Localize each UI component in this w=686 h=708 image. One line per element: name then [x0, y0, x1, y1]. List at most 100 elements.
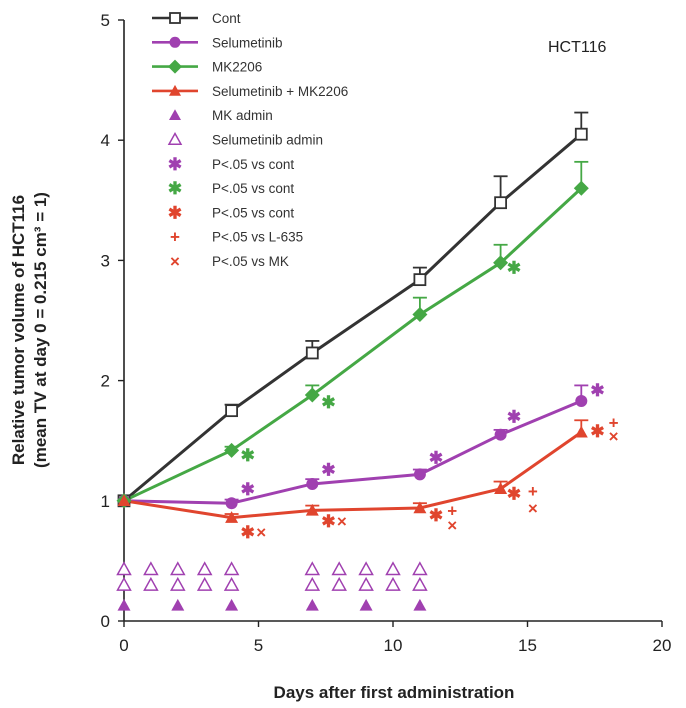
- significance-mark: ✱: [321, 393, 335, 412]
- data-point: [304, 387, 320, 403]
- data-point: [494, 428, 507, 441]
- significance-mark: ×: [256, 523, 266, 542]
- x-tick-label: 15: [518, 636, 537, 655]
- data-point: [224, 442, 240, 458]
- y-tick-label: 0: [101, 612, 110, 631]
- significance-marks: ✱✱✱✱✱✱✱✱✱✱ ✱✱✱+++×× ×××: [241, 259, 619, 542]
- data-point: [574, 425, 588, 438]
- selumetinib-admin-mark: [170, 561, 186, 576]
- y-axis-title-line1: Relative tumor volume of HCT116: [9, 195, 28, 465]
- legend-label: P<.05 vs cont: [212, 205, 294, 220]
- axes: [123, 20, 662, 622]
- selumetinib-admin-mark: [116, 576, 132, 591]
- series-line: [122, 399, 583, 505]
- y-tick-label: 1: [101, 492, 110, 511]
- selumetinib-admin-mark: [412, 576, 428, 591]
- legend-symbol: ✱: [168, 155, 182, 174]
- significance-mark: ✱: [507, 259, 521, 278]
- legend-label: Selumetinib + MK2206: [212, 84, 348, 99]
- legend-symbol: ×: [170, 252, 180, 271]
- legend-marker: [167, 131, 183, 146]
- selumetinib-admin-mark: [385, 561, 401, 576]
- selumetinib-admin-mark: [358, 561, 374, 576]
- selumetinib-admin-mark: [331, 576, 347, 591]
- significance-mark: ✱: [507, 408, 521, 427]
- selumetinib-admin-mark: [196, 576, 213, 591]
- series-line: [122, 430, 583, 520]
- legend-marker: [169, 109, 181, 120]
- series-line: [122, 186, 583, 503]
- significance-mark: ✱: [429, 449, 443, 468]
- legend-label: Cont: [212, 11, 241, 26]
- legend-label: Selumetinib: [212, 35, 283, 50]
- data-point: [413, 501, 427, 514]
- selumetinib-admin-mark: [223, 576, 240, 591]
- y-tick-label: 3: [101, 251, 110, 270]
- legend-label: MK admin: [212, 108, 273, 123]
- mk-admin-mark: [305, 598, 319, 611]
- significance-mark: ✱: [590, 422, 604, 441]
- mk-admin-mark: [171, 598, 185, 611]
- selumetinib-admin-mark: [304, 561, 321, 576]
- selumetinib-admin-mark: [412, 561, 428, 576]
- legend-marker: [169, 12, 181, 24]
- data-point: [573, 180, 589, 196]
- data-point: [412, 306, 428, 322]
- data-point: [225, 511, 239, 523]
- significance-mark: ×: [447, 516, 457, 535]
- significance-mark: ✱: [321, 512, 335, 531]
- legend-marker: [169, 84, 181, 96]
- significance-mark: ×: [528, 499, 538, 518]
- selumetinib-admin-mark: [143, 576, 159, 591]
- x-tick-label: 5: [254, 636, 263, 655]
- series-line: [122, 132, 583, 503]
- legend-marker: [169, 36, 181, 48]
- significance-mark: ×: [337, 512, 347, 531]
- data-point: [225, 404, 239, 418]
- selumetinib-admin-mark: [304, 576, 321, 591]
- data-point: [574, 127, 588, 141]
- significance-mark: +: [447, 501, 457, 520]
- selumetinib-admin-mark: [116, 561, 132, 576]
- mk-admin-mark: [359, 598, 373, 611]
- data-point: [494, 196, 508, 210]
- y-axis-title-line2: (mean TV at day 0 = 0.215 cm³ = 1): [31, 192, 50, 468]
- data-point: [413, 273, 427, 287]
- legend-label: MK2206: [212, 60, 262, 75]
- legend-symbol: ✱: [168, 179, 182, 198]
- legend-symbol: +: [170, 228, 180, 247]
- y-tick-label: 2: [101, 372, 110, 391]
- data-point: [306, 477, 319, 490]
- significance-mark: +: [528, 482, 538, 501]
- significance-mark: ✱: [321, 461, 335, 480]
- x-tick-label: 0: [119, 636, 128, 655]
- mk-admin-mark: [413, 598, 427, 611]
- legend-label: P<.05 vs cont: [212, 157, 294, 172]
- selumetinib-admin-mark: [223, 561, 240, 576]
- mk-admin-mark: [117, 598, 131, 611]
- selumetinib-admin-mark: [358, 576, 374, 591]
- selumetinib-admin-mark: [143, 561, 159, 576]
- significance-mark: ×: [609, 427, 619, 446]
- significance-mark: ✱: [590, 381, 604, 400]
- legend-label: Selumetinib admin: [212, 133, 323, 148]
- selumetinib-admin-mark: [170, 576, 186, 591]
- panel-label: HCT116: [548, 39, 606, 56]
- mk-admin-mark: [225, 598, 239, 611]
- legend-marker: [168, 59, 182, 74]
- x-axis-title: Days after first administration: [274, 683, 515, 702]
- selumetinib-admin-mark: [196, 561, 213, 576]
- legend-symbol: ✱: [168, 203, 182, 222]
- data-point: [117, 494, 131, 506]
- significance-mark: ✱: [241, 446, 255, 465]
- data-point: [494, 482, 508, 494]
- x-tick-label: 20: [653, 636, 672, 655]
- selumetinib-admin-mark: [385, 576, 401, 591]
- significance-mark: ✱: [429, 506, 443, 525]
- admin-marks: [116, 561, 428, 611]
- legend-label: P<.05 vs cont: [212, 181, 294, 196]
- significance-mark: ✱: [241, 523, 255, 542]
- significance-mark: ✱: [241, 480, 255, 499]
- data-point: [575, 395, 588, 408]
